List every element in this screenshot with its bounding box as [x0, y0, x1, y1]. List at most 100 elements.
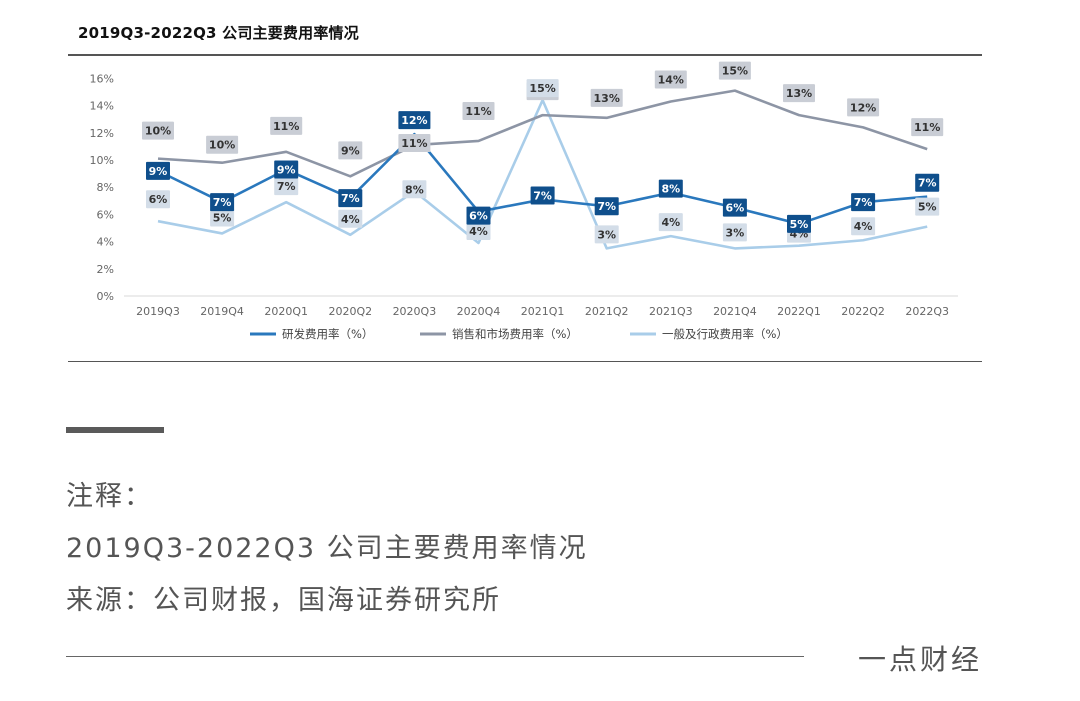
data-label-bg-s1	[142, 121, 174, 140]
data-label-s0: 12%	[401, 114, 427, 127]
data-label-bg-s1	[590, 88, 623, 107]
data-label-s2: 4%	[341, 213, 360, 226]
y-tick-label: 0%	[97, 290, 114, 303]
data-label-bg-s2	[338, 209, 363, 228]
y-tick-label: 10%	[90, 154, 114, 167]
y-tick-label: 2%	[97, 263, 114, 276]
data-label-s0: 9%	[277, 164, 296, 177]
data-label-bg-s1	[462, 101, 495, 120]
y-tick-label: 8%	[97, 181, 114, 194]
x-tick-label: 2022Q3	[905, 305, 949, 318]
data-label-bg-s1	[718, 61, 751, 80]
data-label-s1: 11%	[465, 105, 491, 118]
data-label-bg-s0	[530, 186, 555, 205]
data-label-s0: 7%	[854, 196, 873, 209]
data-label-s1: 14%	[658, 74, 684, 87]
data-label-bg-s2	[274, 177, 299, 196]
data-label-bg-s1	[847, 98, 880, 117]
chart-bottom-rule	[68, 361, 982, 362]
series-line-1	[157, 89, 928, 178]
data-label-s1: 11%	[273, 120, 299, 133]
data-label-bg-s0	[466, 206, 491, 225]
data-label-s2: 5%	[918, 201, 937, 214]
data-label-s1: 11%	[401, 137, 427, 150]
x-tick-label: 2021Q4	[713, 305, 757, 318]
chart-top-rule	[68, 54, 982, 56]
data-label-s0: 7%	[597, 200, 616, 213]
data-label-s0: 5%	[790, 218, 809, 231]
data-label-bg-s1	[206, 135, 239, 154]
data-label-s2: 4%	[469, 225, 488, 238]
data-label-s1: 12%	[850, 101, 876, 114]
data-label-s0: 7%	[341, 192, 360, 205]
data-label-s2: 5%	[213, 211, 232, 224]
data-label-s1: 15%	[722, 65, 748, 78]
x-tick-label: 2020Q2	[328, 305, 372, 318]
y-tick-label: 6%	[97, 208, 114, 221]
series-line-0	[157, 132, 928, 226]
data-label-s1: 11%	[914, 121, 940, 134]
x-tick-label: 2022Q1	[777, 305, 821, 318]
y-tick-label: 16%	[90, 72, 114, 85]
note-chart-caption: 2019Q3-2022Q3 公司主要费用率情况	[66, 533, 588, 564]
legend-label-1: 销售和市场费用率（%）	[452, 327, 578, 341]
data-label-bg-s2	[594, 225, 619, 244]
data-label-s1: 10%	[209, 139, 235, 152]
expense-ratio-line-chart: 0% 2% 4% 6% 8% 10% 12% 14% 16% 2019Q3 2019Q4 2020Q1…	[90, 61, 958, 341]
data-label-bg-s2	[210, 208, 235, 227]
data-label-bg-s1	[911, 118, 944, 137]
data-label-s1: 10%	[145, 125, 171, 138]
data-label-bg-s0	[851, 193, 876, 212]
data-label-bg-s2	[722, 223, 747, 242]
data-label-bg-s0	[787, 214, 811, 233]
data-label-s0: 7%	[918, 177, 937, 190]
legend-label-0: 研发费用率（%）	[282, 327, 373, 341]
data-label-s0: 7%	[533, 189, 552, 202]
data-label-s2: 6%	[149, 193, 168, 206]
data-label-bg-s0	[146, 161, 170, 180]
data-label-bg-s1	[338, 141, 363, 160]
x-tick-label: 2020Q3	[393, 305, 437, 318]
x-tick-label: 2022Q2	[841, 305, 885, 318]
data-label-bg-s1	[270, 116, 303, 135]
y-tick-label: 14%	[90, 100, 114, 113]
data-label-bg-s2	[658, 213, 683, 232]
series-line-2	[157, 98, 928, 250]
data-label-bg-s0	[722, 198, 747, 217]
y-tick-label: 4%	[97, 236, 114, 249]
data-label-bg-s2	[915, 197, 940, 216]
data-label-s0: 6%	[469, 210, 488, 223]
data-label-s2: 8%	[405, 183, 424, 196]
data-label-bg-s0	[398, 111, 431, 130]
data-label-bg-s2	[146, 190, 170, 209]
data-label-bg-s0	[274, 160, 299, 179]
brand-signature: 一点财经	[858, 643, 983, 676]
x-tick-label: 2019Q4	[200, 305, 244, 318]
data-label-s0: 8%	[661, 183, 680, 196]
data-label-bg-s2	[526, 79, 559, 98]
data-label-bg-s1	[783, 84, 815, 103]
data-label-bg-s0	[594, 197, 619, 216]
data-label-s1: 13%	[786, 87, 812, 100]
data-label-s0: 7%	[213, 196, 232, 209]
data-label-bg-s1	[398, 134, 431, 153]
x-tick-label: 2021Q2	[585, 305, 629, 318]
y-tick-label: 12%	[90, 127, 114, 140]
data-label-s2: 4%	[854, 220, 873, 233]
data-label-s0: 6%	[726, 202, 745, 215]
data-label-s1: 9%	[341, 144, 360, 157]
data-label-bg-s2	[466, 221, 491, 240]
data-label-s2: 4%	[661, 216, 680, 229]
data-label-bg-s2	[851, 217, 876, 236]
data-label-s2: 3%	[597, 228, 616, 241]
data-label-bg-s1	[654, 70, 687, 89]
x-tick-label: 2020Q1	[264, 305, 308, 318]
data-label-s2: 7%	[277, 180, 296, 193]
data-label-bg-s0	[658, 179, 683, 198]
x-tick-label: 2021Q1	[521, 305, 565, 318]
x-tick-label: 2021Q3	[649, 305, 693, 318]
data-label-bg-s2	[402, 180, 427, 199]
data-label-bg-s0	[338, 189, 363, 208]
note-source: 来源：公司财报，国海证券研究所	[66, 585, 501, 616]
data-label-s1: 13%	[594, 92, 620, 105]
